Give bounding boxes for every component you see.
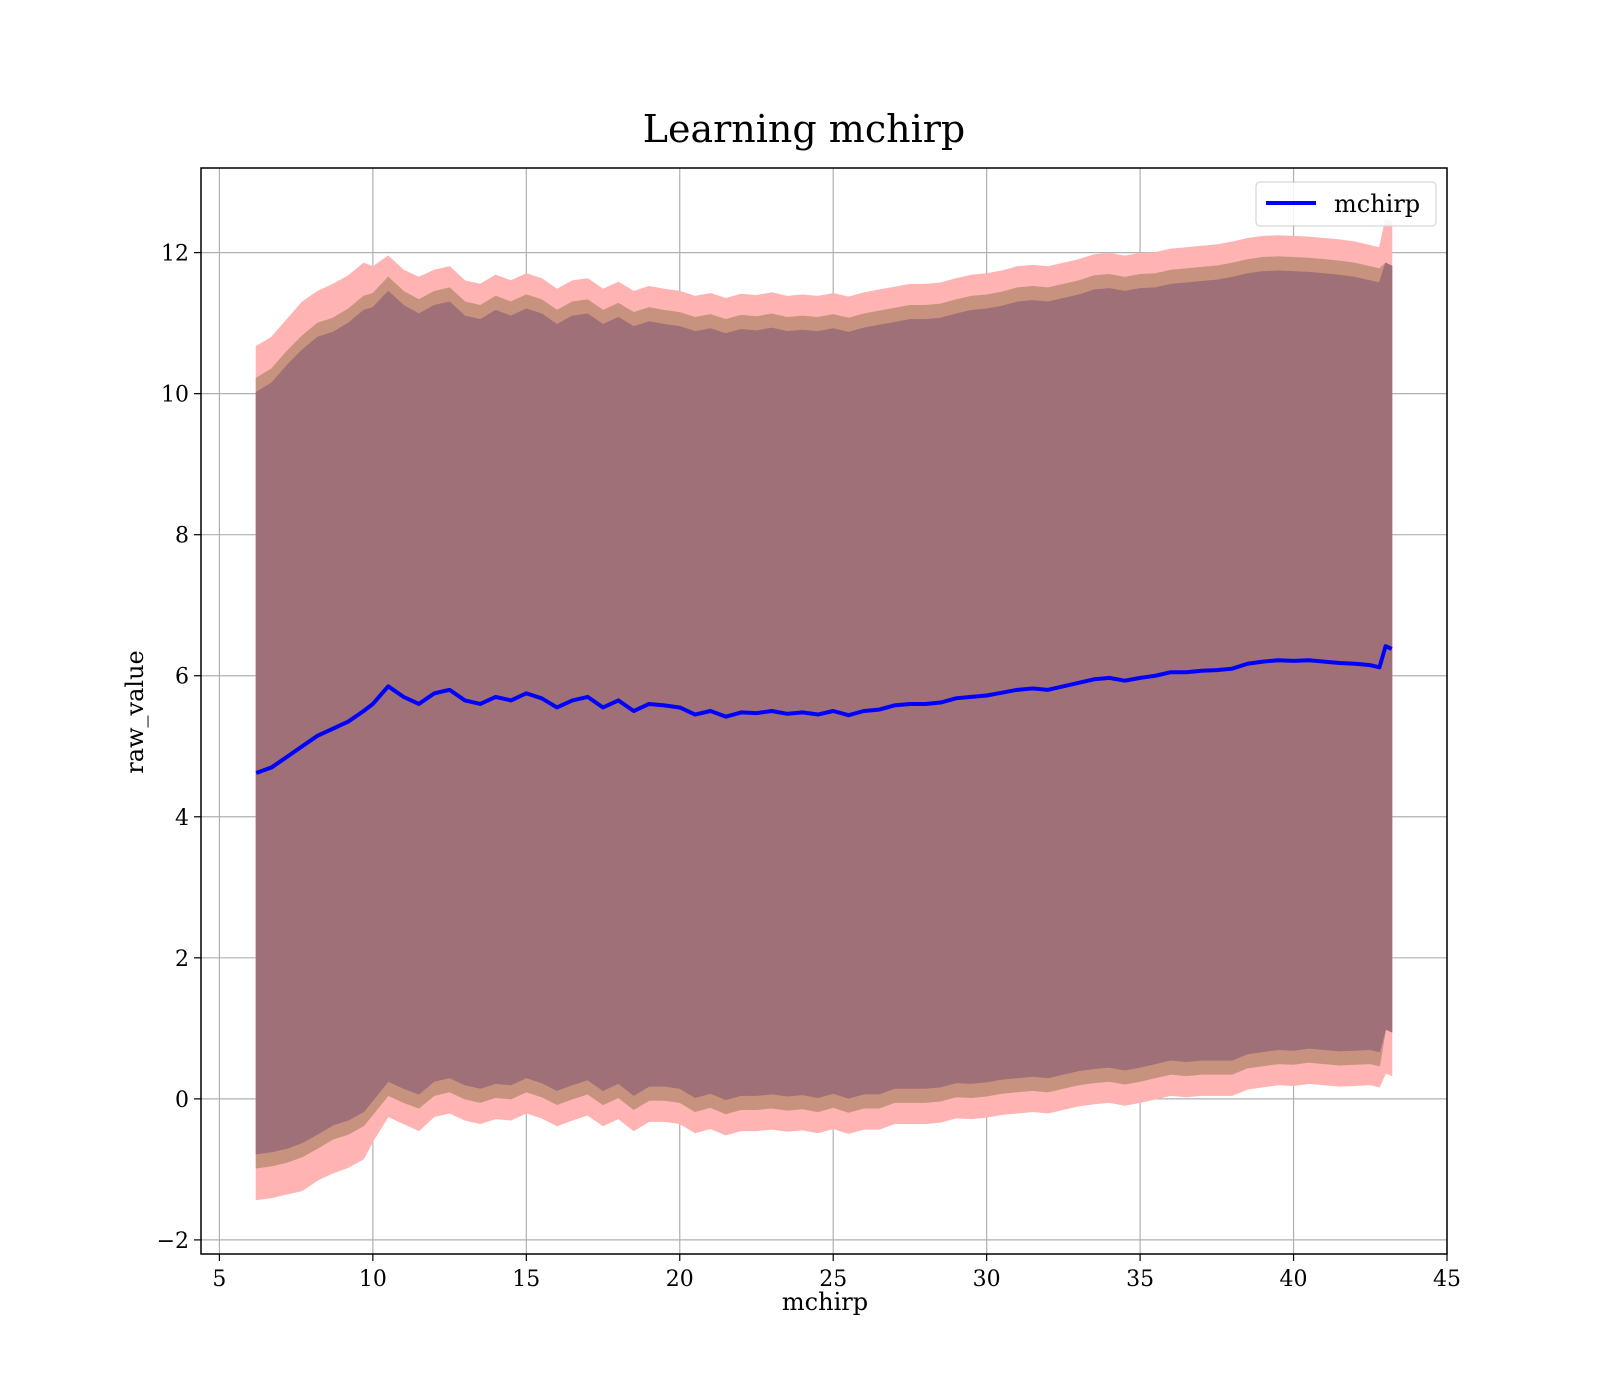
legend-label-mchirp: mchirp <box>1334 190 1420 218</box>
x-tick-label: 45 <box>1433 1267 1461 1292</box>
legend-box <box>1255 181 1437 227</box>
series-line-mchirp <box>255 644 1393 775</box>
y-tick-label: 4 <box>175 806 189 831</box>
y-axis-label: raw_value <box>121 650 149 774</box>
x-tick-label: 25 <box>819 1267 847 1292</box>
x-tick-label: 35 <box>1126 1267 1154 1292</box>
x-tick-label: 30 <box>973 1267 1001 1292</box>
x-axis-label: mchirp <box>782 1288 868 1316</box>
plot-frame <box>200 167 1448 1255</box>
band-inner <box>255 262 1393 1155</box>
x-tick-label: 15 <box>512 1267 540 1292</box>
confidence-bands <box>255 218 1393 1201</box>
x-tick-label: 5 <box>212 1267 226 1292</box>
y-tick-label: 12 <box>161 242 189 267</box>
legend: mchirp <box>1255 181 1437 227</box>
x-tick-label: 40 <box>1280 1267 1308 1292</box>
x-axis-ticks: 5 10 15 20 25 30 35 40 45 <box>212 1254 1461 1292</box>
y-tick-label: −2 <box>157 1229 189 1254</box>
series-lines <box>255 644 1393 775</box>
x-tick-label: 20 <box>666 1267 694 1292</box>
y-tick-label: 0 <box>175 1088 189 1113</box>
y-tick-label: 8 <box>175 524 189 549</box>
x-tick-label: 10 <box>359 1267 387 1292</box>
y-tick-label: 2 <box>175 947 189 972</box>
chart-title: Learning mchirp <box>643 107 965 151</box>
y-tick-label: 6 <box>175 665 189 690</box>
y-axis-ticks: −2 0 2 4 6 8 10 12 <box>157 242 201 1254</box>
y-tick-label: 10 <box>161 383 189 408</box>
